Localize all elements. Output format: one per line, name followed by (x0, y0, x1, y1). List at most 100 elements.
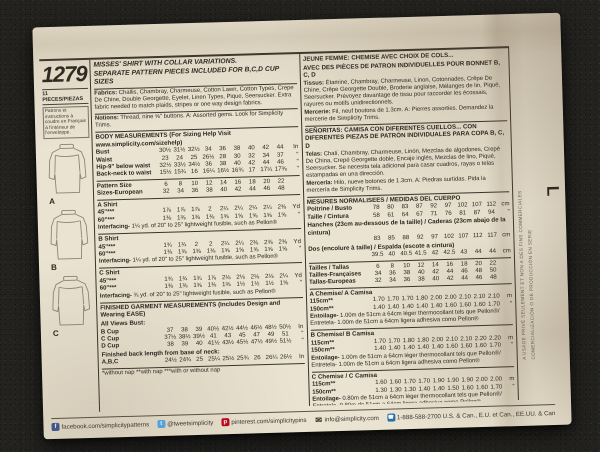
row-value: 1.70 (489, 341, 502, 350)
note-label: Notions: (94, 115, 119, 122)
facebook-url: facebook.com/simplicitypatterns (61, 420, 150, 431)
row-value: 48 (277, 184, 285, 192)
row-value: 48 (489, 273, 497, 282)
row-value: 49½ (265, 338, 278, 346)
row-value: 97 (431, 233, 439, 241)
twitter-handle: @tweetsimplicity (167, 419, 214, 428)
note-label: Entoilage- (311, 354, 340, 362)
note-label: Tissus: (303, 80, 325, 87)
row-value: 1.40 (402, 344, 415, 352)
row-unit: " (509, 299, 513, 307)
note-label: Fabrics: (94, 90, 118, 97)
row-value: 1.50 (447, 384, 460, 392)
row-value: 1.60 (473, 300, 486, 309)
row-unit: In (298, 353, 305, 361)
row-value: 61 (387, 210, 395, 219)
row-value: 32 (374, 277, 382, 285)
row-value: 1⅜ (191, 213, 201, 221)
row-value: 45½ (236, 338, 249, 347)
row-value: 1⅜ (163, 248, 173, 256)
row-value: 34 (389, 276, 397, 284)
row-value: 1⅜ (164, 283, 174, 291)
row-value: 1⅜ (192, 247, 201, 256)
pattern-envelope-back: 1279 11 PIECES/PIEZAS Patrons et instruc… (32, 12, 572, 440)
row-value: 1.70 (490, 383, 503, 391)
row-value: 15¾ (173, 168, 187, 176)
pieces-count: 11 PIECES/PIEZAS (42, 87, 89, 106)
row-value: 1½ (236, 281, 246, 289)
row-value: 41.5 (414, 249, 427, 258)
row-value: 40 (195, 340, 203, 348)
phone-icon: ☎ (386, 413, 395, 422)
view-c-sketch: C (47, 274, 95, 338)
row-value: 1⅝ (277, 211, 287, 219)
note-label: Interfacing- (98, 258, 132, 266)
row-value: 1.40 (430, 301, 443, 310)
row-value: 94 (488, 208, 495, 216)
row-value: 1.60 (474, 342, 487, 350)
row-value: 1.70 (488, 300, 501, 308)
row-value: 1½ (265, 280, 274, 288)
row-value: 42 (446, 275, 454, 283)
right-edge-flap: A USAGE PRIVÉ SEULEMENT ET NON A DES FIN… (509, 53, 566, 392)
row-value: 42.5 (443, 248, 456, 257)
row-value: 44 (489, 247, 497, 255)
note-text: Challis, Chambray, Charmeuse, Cotton Law… (94, 85, 294, 111)
row-value: 24½ (164, 356, 177, 365)
note-text: Chalí, Chambray, Charmeuse, Linón, Mezcl… (305, 146, 501, 179)
row-value: 1.40 (387, 303, 400, 311)
row-value: 25 (196, 356, 204, 364)
row-value: 1.60 (459, 301, 472, 309)
note-label: Mercerie: (304, 108, 331, 116)
row-value: 41½ (207, 339, 220, 348)
view-c-label: C (52, 328, 59, 338)
phone-contact: ☎ 1-888-588-2700 U.S. & Can., E.U. et Ca… (386, 409, 556, 422)
row-unit: " (512, 382, 515, 390)
row-value: 17¼ (260, 166, 273, 174)
row-value: 1.40 (372, 303, 386, 311)
row-value: 24¾ (179, 356, 192, 364)
row-value: 87 (473, 208, 481, 216)
note-label: Mercería: (306, 179, 333, 187)
row-value: 1⅝ (234, 212, 244, 220)
row-value: 1.60 (446, 342, 459, 351)
row-value: 1⅜ (176, 213, 186, 222)
note-text: Étamine, Chambray, Charmeuse, Linon, Cot… (303, 75, 501, 108)
row-value: 1⅝ (264, 245, 273, 254)
twitter-icon: t (157, 419, 166, 429)
pinterest-icon: p (221, 418, 230, 427)
row-value: 1⅝ (278, 245, 288, 253)
row-value: 16½ (217, 167, 230, 175)
row-value: 92 (416, 233, 424, 241)
row-value: 1⅝ (249, 246, 259, 254)
row-unit: " (299, 279, 303, 287)
row-value: 112 (472, 232, 483, 240)
row-value: 46 (263, 185, 271, 193)
row-value: 1.40 (388, 344, 401, 352)
row-value: 1.60 (460, 342, 473, 350)
row-label: Sizes-European (96, 188, 143, 197)
row-value: 26¼ (265, 354, 278, 362)
row-value: 1.40 (401, 302, 414, 311)
row-value: 44 (474, 248, 482, 256)
row-value: 32 (162, 187, 170, 196)
row-value: 39.5 (371, 250, 384, 259)
email-contact: ✉ info@simplicity.com (314, 414, 379, 424)
row-value: 43½ (221, 339, 235, 347)
row-value: 1⅜ (177, 248, 187, 256)
row-value: 51½ (279, 337, 292, 346)
size-letter: L (542, 185, 563, 197)
row-value: 1⅝ (221, 247, 230, 255)
row-value: 16 (190, 168, 198, 176)
row-value: 81 (459, 208, 467, 217)
row-value: 1.30 (404, 385, 417, 393)
row-value: 1⅜ (178, 282, 188, 290)
row-value: 1.40 (431, 343, 444, 351)
row-value: 1⅜ (193, 282, 202, 290)
row-label (308, 256, 370, 258)
row-value: 1⅜ (207, 281, 217, 290)
row-value: 1⅝ (235, 246, 245, 254)
shirt-back-drawing-icon (48, 143, 87, 194)
note-label: Entoilage- (309, 313, 339, 320)
row-unit: " (296, 165, 300, 173)
